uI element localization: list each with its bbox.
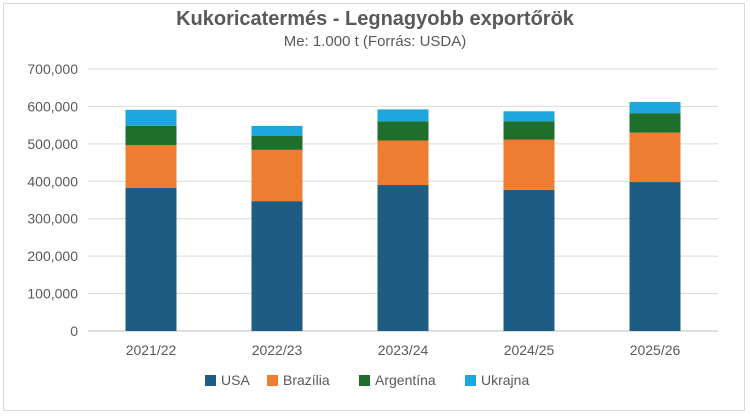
- bar-segment: [251, 125, 303, 136]
- x-tick-label: 2025/26: [630, 342, 681, 358]
- chart-title: Kukoricatermés - Legnagyobb exportőrök: [176, 8, 574, 30]
- bar-segment: [125, 188, 177, 331]
- legend-swatch: [267, 375, 278, 386]
- bar-segment: [503, 189, 555, 331]
- bar-segment: [251, 201, 303, 331]
- x-tick-label: 2022/23: [252, 342, 303, 358]
- legend-label: Argentína: [375, 372, 436, 388]
- chart-subtitle: Me: 1.000 t (Forrás: USDA): [283, 33, 467, 50]
- y-tick-label: 400,000: [27, 173, 78, 189]
- bar-segment: [503, 121, 555, 140]
- bar-segment: [629, 101, 681, 114]
- x-tick-label: 2021/22: [126, 342, 177, 358]
- bar-segment: [377, 121, 429, 141]
- x-tick-label: 2023/24: [378, 342, 429, 358]
- x-tick-label: 2024/25: [504, 342, 555, 358]
- bar-segment: [629, 132, 681, 183]
- bar-segment: [629, 182, 681, 331]
- y-tick-label: 200,000: [27, 248, 78, 264]
- legend-label: USA: [221, 372, 250, 388]
- bar-segment: [377, 109, 429, 122]
- bar-segment: [377, 185, 429, 331]
- bar-segment: [503, 139, 555, 190]
- bar-segment: [251, 135, 303, 150]
- y-tick-label: 700,000: [27, 61, 78, 77]
- bar-segment: [629, 113, 681, 133]
- y-tick-label: 100,000: [27, 286, 78, 302]
- legend-label: Ukrajna: [481, 372, 529, 388]
- y-tick-label: 0: [70, 323, 78, 339]
- y-tick-label: 300,000: [27, 211, 78, 227]
- legend-label: Brazília: [283, 372, 330, 388]
- bar-segment: [125, 125, 177, 145]
- bar-segment: [377, 140, 429, 186]
- bar-segment: [125, 109, 177, 126]
- bar-segment: [125, 144, 177, 189]
- y-tick-label: 500,000: [27, 136, 78, 152]
- bar-segment: [251, 149, 303, 202]
- legend-swatch: [205, 375, 216, 386]
- bar-segment: [503, 111, 555, 122]
- legend-swatch: [465, 375, 476, 386]
- legend-swatch: [359, 375, 370, 386]
- y-tick-label: 600,000: [27, 98, 78, 114]
